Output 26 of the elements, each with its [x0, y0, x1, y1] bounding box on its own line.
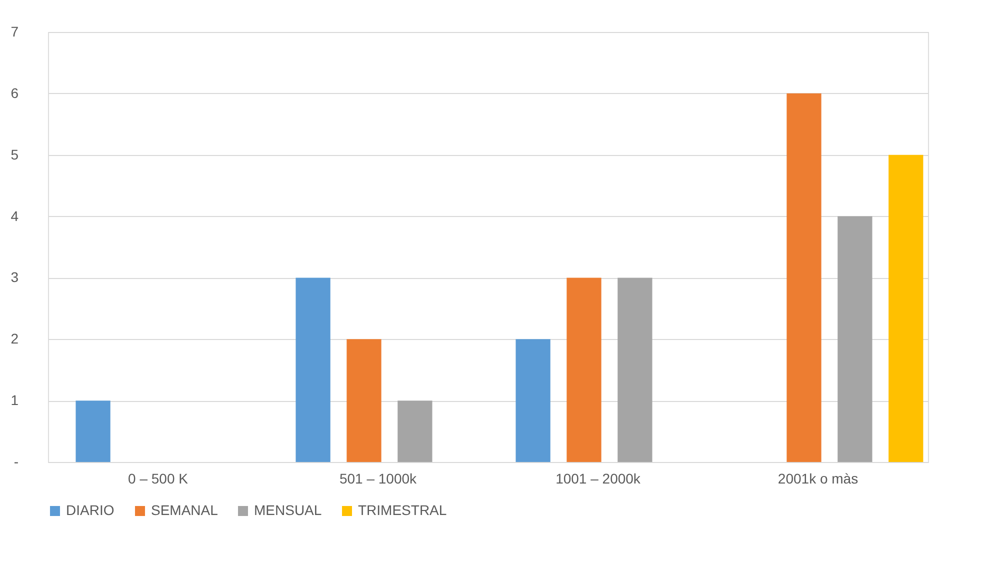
- bar: [346, 339, 382, 462]
- legend-label: SEMANAL: [151, 502, 218, 518]
- y-tick-label: 1: [10, 392, 19, 408]
- x-tick-label: 0 – 500 K: [128, 470, 189, 486]
- y-tick-label: 7: [10, 24, 19, 40]
- bar: [516, 339, 550, 462]
- bar: [398, 400, 432, 462]
- x-tick-label: 2001k o màs: [778, 470, 858, 486]
- bar: [786, 93, 822, 462]
- x-tick-label: 1001 – 2000k: [556, 470, 642, 486]
- legend-label: MENSUAL: [254, 502, 322, 518]
- bar: [296, 278, 330, 462]
- y-tick-label: -: [14, 454, 19, 470]
- bar: [888, 154, 924, 462]
- bar: [618, 278, 652, 462]
- y-tick-label: 3: [10, 269, 19, 286]
- y-tick-label: 2: [10, 330, 19, 347]
- x-tick-label: 501 – 1000k: [339, 470, 418, 486]
- legend-label: DIARIO: [66, 502, 114, 518]
- y-tick-label: 4: [10, 208, 19, 224]
- bar: [838, 216, 872, 462]
- bar: [76, 400, 110, 462]
- legend-label: TRIMESTRAL: [358, 502, 447, 518]
- y-tick-label: 5: [10, 146, 19, 162]
- bar: [566, 278, 602, 462]
- y-tick-label: 6: [10, 84, 19, 101]
